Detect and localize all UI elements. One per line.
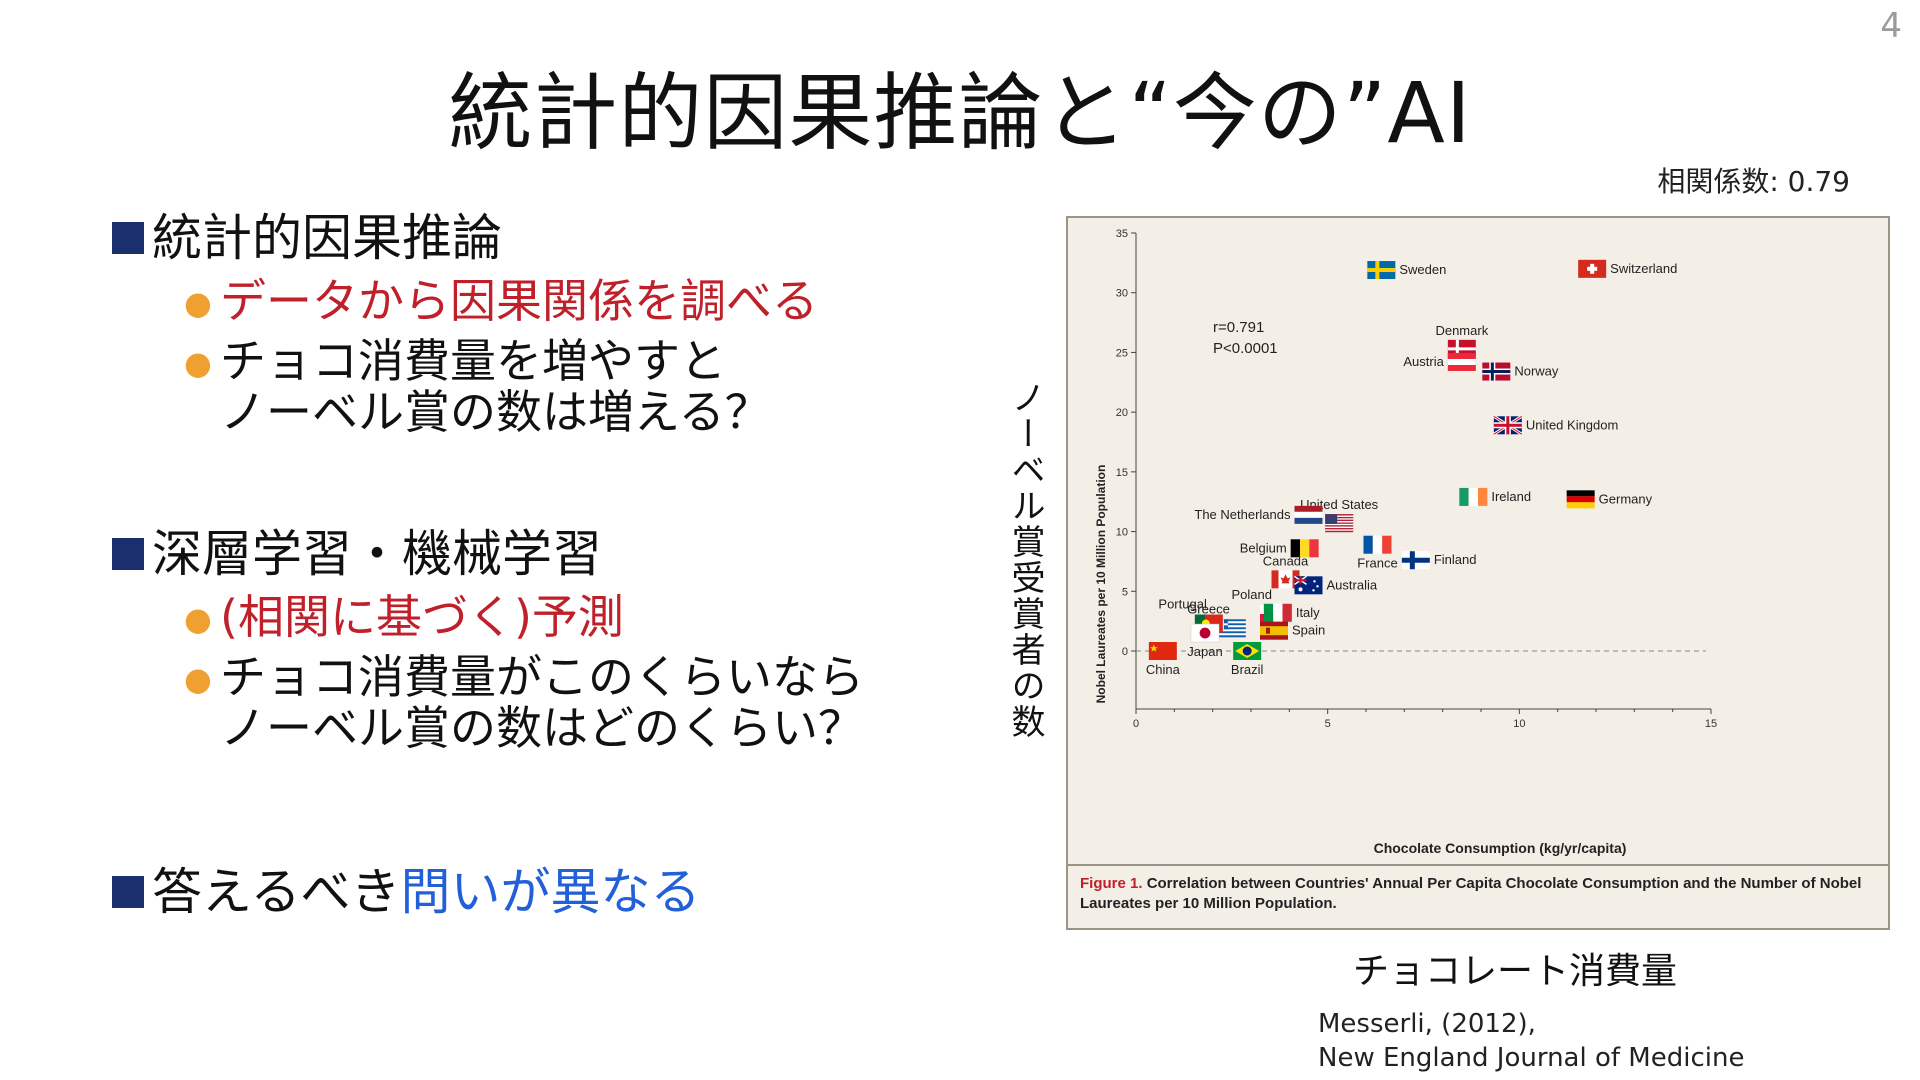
bullet-item: ● チョコ消費量がこのくらいなら ノーベル賞の数はどのくらい？ (112, 649, 864, 756)
france-flag-icon (1363, 535, 1392, 554)
y-tick-label: 25 (1116, 347, 1128, 359)
japan-flag-icon (1190, 623, 1220, 643)
citation-line1: Messerli, (2012), (1318, 1009, 1536, 1039)
point-label-netherlands: The Netherlands (1194, 507, 1291, 522)
section-causal-inference: 統計的因果推論 ● データから因果関係を調べる ● チョコ消費量を増やすと ノー… (112, 208, 818, 439)
australia-flag-icon (1294, 575, 1323, 595)
chart-axes: 0 5 10 15 20 25 30 35 0 5 10 15 (1116, 228, 1717, 730)
bullet-square-icon (112, 538, 144, 570)
bullet-text: チョコ消費量を増やすと (220, 333, 726, 388)
point-label-poland: Poland (1232, 587, 1272, 602)
x-tick-label: 0 (1133, 718, 1139, 730)
belgium-flag-icon (1290, 539, 1319, 558)
chart-figure: 0 5 10 15 20 25 30 35 0 5 10 15 Switzerland Sweden De… (1066, 216, 1890, 930)
y-tick-label: 0 (1122, 646, 1128, 658)
bullet-item: ● データから因果関係を調べる (112, 274, 818, 328)
slide-title: 統計的因果推論と“今の”AI (448, 64, 1472, 162)
point-label-finland: Finland (1434, 552, 1477, 567)
section-heading: 統計的因果推論 (112, 208, 818, 268)
point-label-germany: Germany (1599, 491, 1653, 506)
y-axis-label: Nobel Laureates per 10 Million Populatio… (1094, 465, 1108, 704)
bullet-square-icon (112, 876, 144, 908)
norway-flag-icon (1482, 362, 1511, 381)
sweden-flag-icon (1367, 261, 1396, 280)
x-axis-label: Chocolate Consumption (kg/yr/capita) (1374, 840, 1627, 856)
point-label-greece: Greece (1187, 601, 1230, 616)
x-tick-label: 15 (1705, 718, 1717, 730)
uk-flag-icon (1493, 415, 1523, 436)
bullet-text-line2: ノーベル賞の数は増える？ (220, 385, 771, 440)
point-label-canada: Canada (1263, 553, 1309, 568)
y-tick-label: 30 (1116, 288, 1128, 300)
bullet-item: ● (相関に基づく)予測 (112, 590, 864, 644)
austria-flag-icon (1447, 352, 1476, 371)
spain-flag-icon (1260, 621, 1288, 640)
section-deep-learning: 深層学習・機械学習 ● (相関に基づく)予測 ● チョコ消費量がこのくらいなら … (112, 524, 864, 755)
citation-line2: New England Journal of Medicine (1318, 1042, 1745, 1073)
y-tick-label: 10 (1116, 527, 1128, 539)
bullet-item: ● チョコ消費量を増やすと ノーベル賞の数は増える？ (112, 333, 818, 440)
x-tick-label: 10 (1513, 718, 1525, 730)
correlation-note: 相関係数: 0.79 (1657, 165, 1850, 198)
finland-flag-icon (1401, 551, 1430, 570)
bullet-square-icon (112, 222, 144, 254)
section-conclusion: 答えるべき 問いが異なる (112, 862, 701, 922)
bullet-text: (相関に基づく)予測 (220, 590, 624, 644)
section-heading: 答えるべき 問いが異なる (112, 862, 701, 922)
point-label-denmark: Denmark (1435, 323, 1488, 338)
bullet-dot-icon: ● (184, 659, 212, 698)
x-tick-label: 5 (1325, 718, 1331, 730)
brazil-flag-icon (1233, 642, 1262, 660)
greece-flag-icon (1217, 619, 1246, 638)
figure-caption-text: Correlation between Countries' Annual Pe… (1080, 875, 1862, 913)
citation: Messerli, (2012), New England Journal of… (1318, 1008, 1744, 1076)
bullet-dot-icon: ● (184, 284, 212, 322)
point-label-sweden: Sweden (1399, 262, 1446, 277)
y-axis-caption-japanese: ノーベル賞受賞者の数 (1005, 380, 1045, 740)
usa-flag-icon (1325, 514, 1354, 533)
point-label-uk: United Kingdom (1526, 417, 1619, 432)
y-tick-label: 15 (1116, 467, 1128, 479)
bullet-dot-icon: ● (184, 343, 212, 382)
section-heading: 深層学習・機械学習 (112, 524, 864, 584)
bullet-text-line2: ノーベル賞の数はどのくらい？ (220, 701, 864, 756)
bullet-text: チョコ消費量がこのくらいなら (220, 649, 864, 704)
germany-flag-icon (1566, 490, 1595, 509)
stat-p: P<0.0001 (1213, 340, 1278, 357)
y-tick-label: 35 (1116, 228, 1128, 240)
point-label-switzerland: Switzerland (1610, 261, 1677, 276)
stat-r: r=0.791 (1213, 319, 1264, 336)
point-label-italy: Italy (1296, 605, 1320, 620)
point-label-brazil: Brazil (1231, 662, 1264, 677)
ireland-flag-icon (1459, 487, 1488, 506)
china-flag-icon (1148, 642, 1177, 660)
point-label-norway: Norway (1514, 364, 1559, 379)
page-number: 4 (1880, 6, 1902, 46)
italy-flag-icon (1263, 603, 1292, 622)
point-label-spain: Spain (1292, 623, 1325, 638)
chart-points: Switzerland Sweden Denmark Austria Norway Uni… (1146, 259, 1677, 677)
scatter-chart: 0 5 10 15 20 25 30 35 0 5 10 15 Switzerland Sweden De… (1094, 228, 1717, 856)
y-tick-label: 20 (1116, 407, 1128, 419)
figure-caption: Figure 1. Correlation between Countries'… (1068, 864, 1888, 928)
heading-highlight: 問いが異なる (400, 863, 701, 921)
netherlands-flag-icon (1294, 505, 1323, 524)
x-axis-caption-japanese: チョコレート消費量 (1353, 951, 1678, 992)
heading-text: 深層学習・機械学習 (152, 525, 602, 583)
bullet-text: データから因果関係を調べる (220, 274, 818, 328)
bullet-dot-icon: ● (184, 600, 212, 638)
point-label-ireland: Ireland (1491, 489, 1531, 504)
heading-text: 答えるべき (152, 863, 401, 921)
point-label-japan: Japan (1187, 644, 1222, 659)
point-label-portugal: Portugal (1158, 597, 1207, 612)
point-label-belgium: Belgium (1240, 540, 1287, 555)
switzerland-flag-icon (1578, 259, 1607, 278)
y-tick-label: 5 (1122, 586, 1128, 598)
heading-text: 統計的因果推論 (152, 209, 502, 267)
point-label-france: France (1357, 556, 1397, 571)
point-label-australia: Australia (1327, 577, 1378, 592)
point-label-austria: Austria (1403, 354, 1444, 369)
point-label-china: China (1146, 662, 1181, 677)
figure-caption-label: Figure 1. (1080, 875, 1143, 892)
